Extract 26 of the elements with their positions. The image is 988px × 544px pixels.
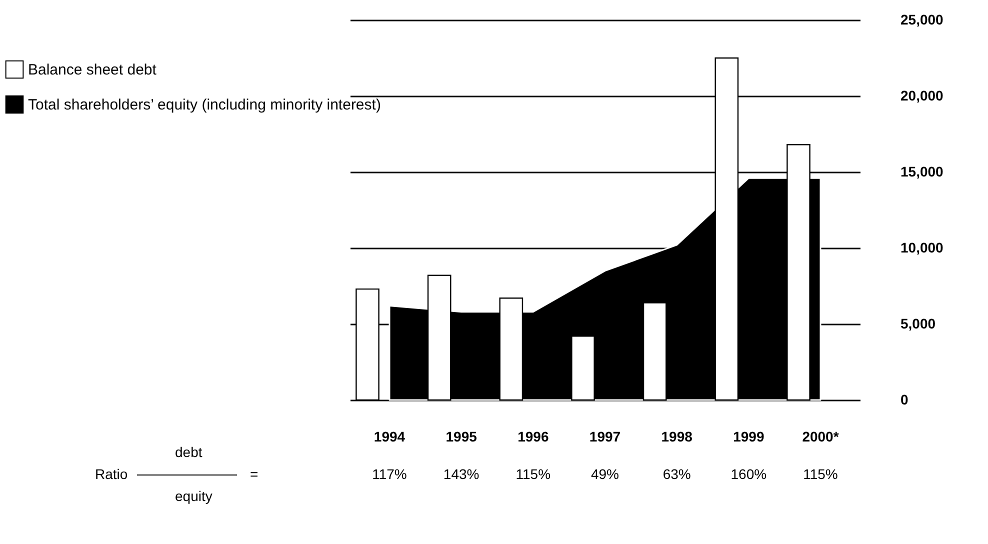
y-tick-label: 20,000 bbox=[900, 88, 944, 104]
x-tick-label: 1995 bbox=[446, 428, 478, 444]
y-tick-label: 10,000 bbox=[900, 240, 944, 256]
legend-label: Total shareholders’ equity (including minority interest) bbox=[28, 96, 381, 114]
x-tick-label: 1999 bbox=[733, 428, 764, 444]
text: 115% bbox=[516, 466, 551, 482]
text: = bbox=[250, 466, 258, 482]
text: equity bbox=[175, 488, 212, 504]
y-tick-label: 25,000 bbox=[900, 12, 944, 28]
y-tick-label: 0 bbox=[900, 392, 908, 408]
text: 115% bbox=[803, 466, 838, 482]
text: 160% bbox=[730, 466, 767, 482]
legend-label: Balance sheet debt bbox=[28, 62, 158, 78]
text: debt bbox=[175, 444, 202, 460]
text: 49% bbox=[590, 466, 620, 482]
text: 117% bbox=[372, 466, 407, 482]
x-tick-label: 1997 bbox=[589, 428, 621, 444]
x-tick-label: 2000* bbox=[802, 428, 840, 444]
x-tick-label: 1994 bbox=[374, 428, 406, 444]
text: 63% bbox=[662, 466, 691, 482]
y-tick-label: 15,000 bbox=[900, 164, 944, 180]
text: 143% bbox=[443, 466, 480, 482]
text: Ratio bbox=[95, 466, 128, 482]
x-tick-label: 1996 bbox=[518, 428, 549, 444]
y-tick-label: 5,000 bbox=[900, 316, 936, 332]
x-tick-label: 1998 bbox=[661, 428, 693, 444]
